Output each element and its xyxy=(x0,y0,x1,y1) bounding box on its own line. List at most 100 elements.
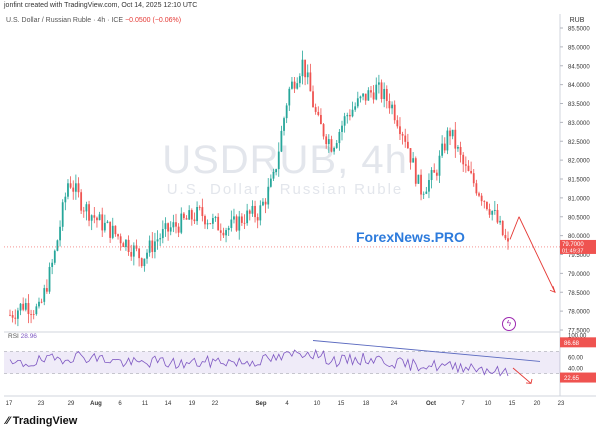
candle-body xyxy=(130,251,133,257)
candle-body xyxy=(338,131,341,144)
rsi-band xyxy=(4,351,560,374)
candle-body xyxy=(435,172,438,176)
candle-body xyxy=(441,143,444,156)
time-tick-label: 11 xyxy=(142,401,149,407)
price-tick-label: 81.0000 xyxy=(568,196,590,202)
candle-body xyxy=(45,288,48,292)
candle-body xyxy=(48,266,51,292)
candle-body xyxy=(117,234,119,237)
candle-body xyxy=(314,107,317,112)
candle-body xyxy=(475,183,478,194)
candle-body xyxy=(396,120,399,127)
candle-body xyxy=(464,164,467,166)
candle-body xyxy=(272,172,275,179)
credit-text: jonfint created with TradingView.com, Oc… xyxy=(4,2,198,9)
price-tick-label: 85.5000 xyxy=(568,27,590,33)
candle-body xyxy=(262,201,264,206)
candle-body xyxy=(225,230,227,236)
candle-body xyxy=(127,239,130,252)
candle-body xyxy=(69,183,72,188)
candle-body xyxy=(209,223,212,225)
candle-body xyxy=(504,235,507,239)
instrument-title[interactable]: U.S. Dollar / Russian Ruble · 4h · ICE −… xyxy=(6,17,181,24)
currency-label: RUB xyxy=(569,17,585,24)
candle-body xyxy=(243,222,246,224)
candle-body xyxy=(480,195,483,202)
candle-body xyxy=(256,217,259,221)
rsi-line xyxy=(9,348,509,377)
candle-body xyxy=(414,158,417,184)
time-tick-label: 18 xyxy=(363,401,370,407)
candle-body xyxy=(501,220,504,236)
candle-body xyxy=(240,216,243,223)
candle-body xyxy=(177,226,180,233)
candle-body xyxy=(40,301,43,303)
price-tick-label: 78.5000 xyxy=(568,291,590,297)
candle-body xyxy=(317,111,320,115)
candle-body xyxy=(493,209,496,211)
candle-body xyxy=(459,146,462,155)
candle-body xyxy=(364,93,367,101)
price-tick-label: 82.0000 xyxy=(568,159,590,165)
projection-line-down xyxy=(518,216,556,293)
instrument-name: U.S. Dollar / Russian Ruble · 4h · ICE xyxy=(6,17,124,24)
candle-body xyxy=(72,187,75,192)
candle-body xyxy=(214,216,217,219)
candle-body xyxy=(354,106,357,110)
candle-body xyxy=(351,109,354,117)
candle-body xyxy=(159,238,162,240)
rsi-trendline xyxy=(312,340,541,362)
candle-body xyxy=(275,169,278,173)
lightning-icon[interactable]: ϟ xyxy=(502,317,516,331)
candle-body xyxy=(467,165,470,171)
candle-body xyxy=(227,227,230,231)
price-tick-label: 84.5000 xyxy=(568,64,590,70)
candle-body xyxy=(443,143,446,151)
candle-body xyxy=(77,183,80,193)
candle-body xyxy=(51,262,54,267)
candle-body xyxy=(9,314,11,316)
candle-body xyxy=(138,248,141,259)
candle-body xyxy=(406,141,409,149)
candle-body xyxy=(499,220,501,223)
tradingview-logo: ⁄⁄ TradingView xyxy=(6,415,77,427)
candle-body xyxy=(375,84,378,100)
time-tick-label: 15 xyxy=(338,401,345,407)
candle-body xyxy=(17,310,19,319)
candle-body xyxy=(306,72,309,78)
candle-body xyxy=(412,158,415,163)
candle-body xyxy=(146,252,148,259)
candle-body xyxy=(496,209,499,223)
price-tick-label: 84.0000 xyxy=(568,83,590,89)
candle-body xyxy=(169,227,172,232)
candle-body xyxy=(267,186,270,205)
candle-body xyxy=(93,215,96,218)
candle-body xyxy=(343,116,346,126)
candle-body xyxy=(222,232,225,236)
candle-body xyxy=(298,76,301,84)
candle-body xyxy=(90,215,93,221)
candle-body xyxy=(472,173,475,184)
candle-body xyxy=(393,104,396,121)
candle-body xyxy=(235,216,238,231)
candle-body xyxy=(428,180,430,192)
time-tick-label: 6 xyxy=(118,401,122,407)
candle-body xyxy=(346,115,349,117)
price-tick-label: 80.0000 xyxy=(568,234,590,240)
time-tick-label: 14 xyxy=(165,401,172,407)
time-tick-label: 22 xyxy=(212,401,219,407)
candle-body xyxy=(103,222,106,231)
candle-body xyxy=(53,250,56,263)
price-tick-label: 82.5000 xyxy=(568,140,590,146)
candle-body xyxy=(230,219,233,228)
candle-body xyxy=(14,317,17,319)
candle-body xyxy=(185,218,188,220)
candle-body xyxy=(304,59,307,78)
time-tick-label: 10 xyxy=(485,401,492,407)
candle-body xyxy=(183,213,185,219)
candle-body xyxy=(312,91,314,108)
price-tick-label: 85.0000 xyxy=(568,45,590,51)
candle-body xyxy=(201,207,204,217)
candle-body xyxy=(56,240,59,251)
